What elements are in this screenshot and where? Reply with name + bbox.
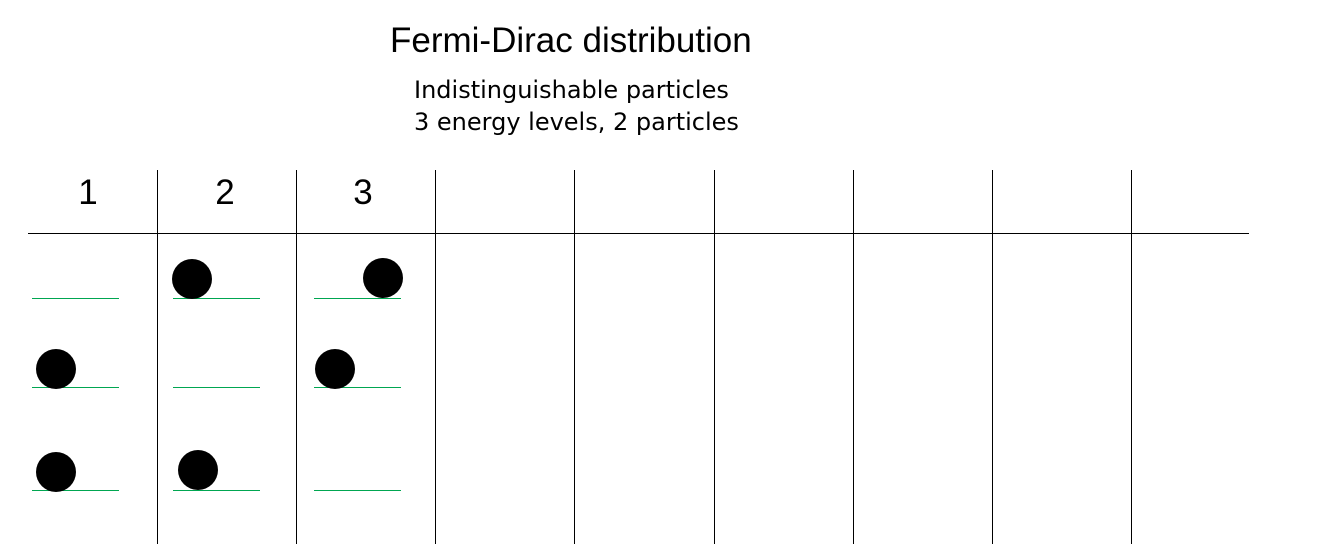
column-divider: [714, 170, 715, 544]
energy-level-line: [173, 298, 260, 299]
particle: [172, 259, 212, 299]
column-divider: [1131, 170, 1132, 544]
energy-level-line: [314, 387, 401, 388]
column-divider: [296, 170, 297, 544]
energy-level-line: [173, 387, 260, 388]
diagram-title: Fermi-Dirac distribution: [390, 21, 752, 60]
particle: [178, 450, 218, 490]
energy-level-line: [314, 490, 401, 491]
subtitle-line-2: 3 energy levels, 2 particles: [414, 108, 739, 136]
particle: [363, 258, 403, 298]
energy-level-line: [173, 490, 260, 491]
particle: [315, 349, 355, 389]
column-divider: [574, 170, 575, 544]
subtitle-line-1: Indistinguishable particles: [414, 76, 729, 104]
energy-level-line: [32, 298, 119, 299]
particle: [36, 349, 76, 389]
column-label-2: 2: [215, 173, 235, 212]
column-divider: [157, 170, 158, 544]
energy-level-line: [314, 298, 401, 299]
column-divider: [435, 170, 436, 544]
energy-level-line: [32, 387, 119, 388]
column-divider: [853, 170, 854, 544]
column-divider: [992, 170, 993, 544]
column-label-3: 3: [353, 173, 373, 212]
particle: [36, 452, 76, 492]
header-divider: [28, 233, 1249, 234]
column-label-1: 1: [78, 173, 98, 212]
energy-level-line: [32, 490, 119, 491]
